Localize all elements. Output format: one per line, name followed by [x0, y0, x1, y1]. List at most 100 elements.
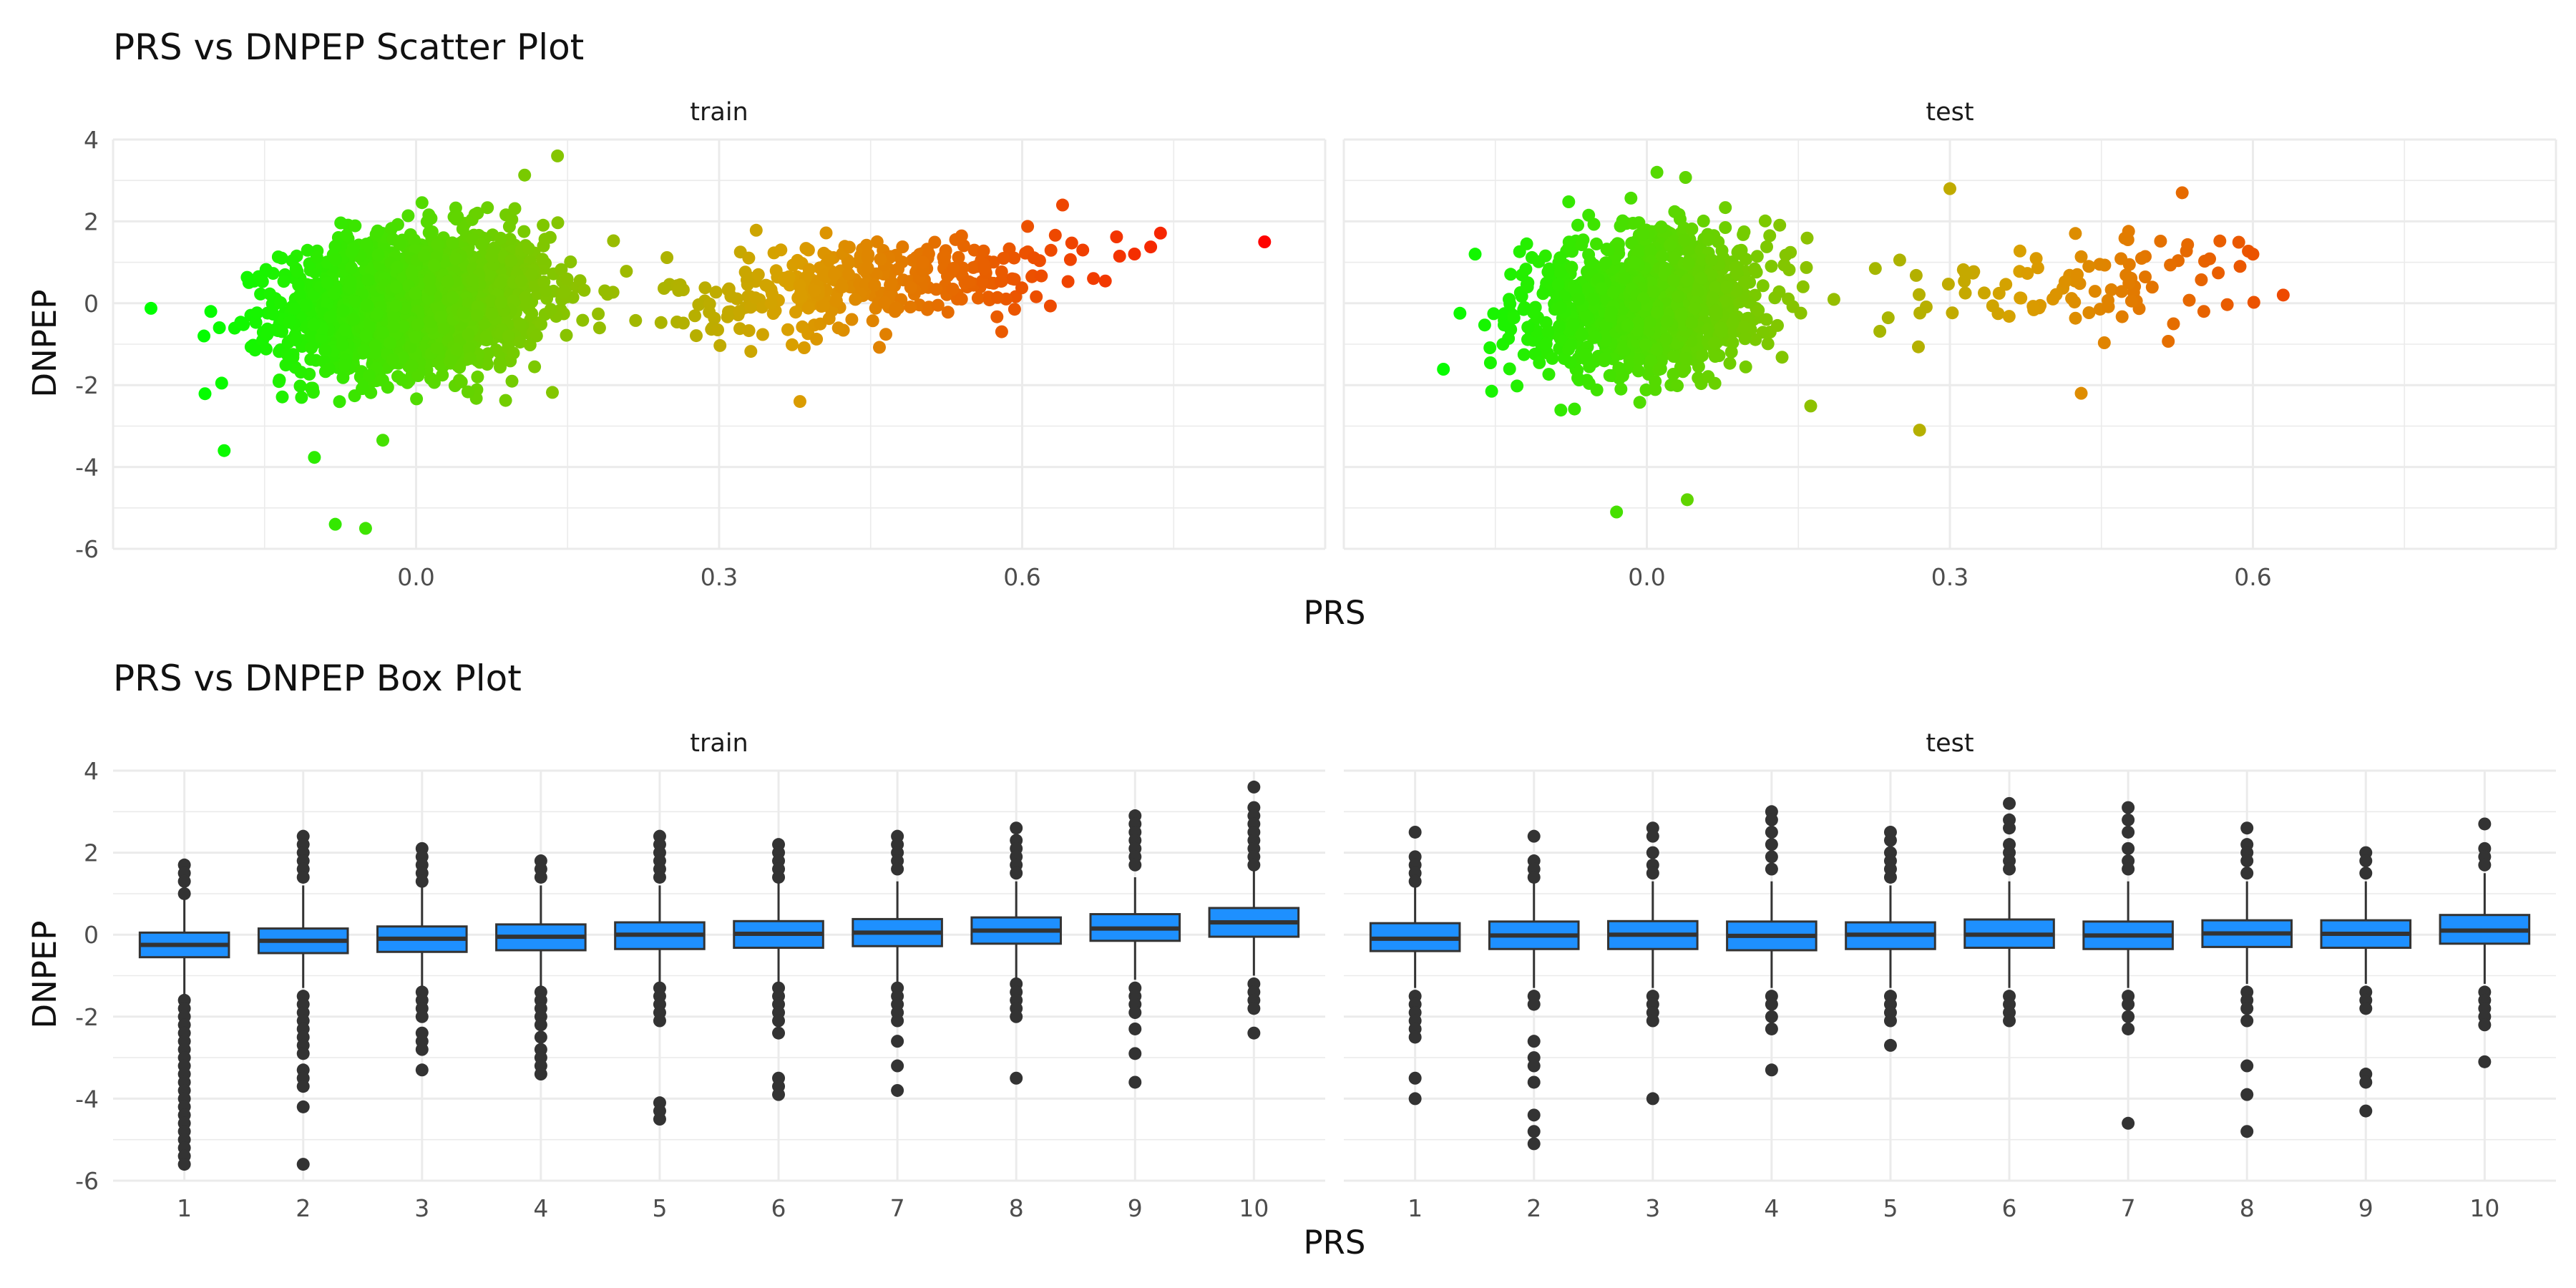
scatter-point [677, 316, 690, 330]
scatter-point [410, 392, 424, 406]
scatter-point [841, 257, 855, 270]
scatter-point [305, 341, 318, 354]
scatter-point [389, 299, 403, 313]
scatter-point [218, 444, 231, 457]
scatter-point [786, 338, 799, 351]
scatter-point [1636, 228, 1650, 241]
scatter-point [766, 287, 779, 301]
scatter-point [1827, 293, 1840, 306]
scatter-point [539, 284, 552, 297]
box-category-10 [1208, 780, 1300, 1040]
box-x-tick-label: 8 [1009, 1194, 1024, 1222]
scatter-point [1483, 341, 1497, 354]
scatter-point [1644, 244, 1657, 258]
scatter-point [2122, 225, 2135, 238]
box-outlier [1527, 1035, 1541, 1048]
box-outlier [891, 862, 904, 876]
scatter-point [1110, 230, 1123, 243]
scatter-point [629, 313, 643, 327]
scatter-point [2082, 260, 2096, 273]
scatter-point [537, 239, 550, 253]
box-outlier [1883, 1014, 1897, 1028]
scatter-point [1694, 271, 1708, 285]
scatter-point [828, 268, 841, 281]
scatter-point [660, 251, 674, 264]
scatter-point [215, 376, 228, 390]
scatter-point [1704, 253, 1718, 267]
scatter-point [1478, 318, 1491, 332]
scatter-point [1562, 195, 1576, 208]
scatter-point [457, 306, 470, 320]
scatter-y-tick-label: 2 [84, 208, 99, 235]
scatter-point [2074, 250, 2088, 263]
scatter-point [357, 344, 371, 358]
scatter-point [952, 250, 965, 264]
scatter-point [1956, 263, 1970, 276]
scatter-point [1590, 383, 1604, 396]
scatter-point [289, 333, 303, 347]
scatter-point [259, 342, 273, 356]
scatter-point [446, 291, 459, 304]
scatter-point [557, 285, 570, 298]
scatter-point [928, 235, 942, 249]
scatter-point [742, 324, 756, 338]
scatter-point [292, 278, 306, 292]
box-outlier [1883, 870, 1897, 884]
scatter-point [816, 299, 830, 313]
scatter-point [242, 275, 255, 289]
box-category-2 [1488, 829, 1580, 1151]
box-grid [1344, 769, 2556, 1182]
scatter-point [742, 251, 756, 265]
scatter-point [1715, 244, 1729, 258]
scatter-point [2068, 296, 2082, 309]
box-outlier [1765, 825, 1778, 839]
scatter-point [321, 276, 334, 290]
scatter-point [1739, 360, 1752, 374]
scatter-point [358, 522, 372, 535]
scatter-point [1553, 251, 1567, 265]
scatter-point [1603, 369, 1616, 382]
scatter-point [956, 261, 970, 275]
scatter-point [266, 308, 280, 321]
scatter-point [764, 296, 778, 310]
box-outlier [1247, 780, 1261, 794]
box-outlier [296, 870, 310, 884]
box-outlier [2240, 867, 2254, 880]
scatter-point [2088, 285, 2102, 298]
scatter-point [1572, 293, 1586, 306]
scatter-point [370, 307, 384, 321]
box-outlier [1247, 1026, 1261, 1040]
scatter-point [1737, 321, 1750, 333]
scatter-point [255, 275, 269, 288]
scatter-point [1999, 278, 2013, 291]
scatter-point [1946, 306, 1959, 320]
scatter-point [401, 209, 415, 223]
scatter-point [1571, 371, 1584, 385]
scatter-point [1589, 331, 1602, 344]
scatter-point [560, 272, 574, 286]
box-outlier [1128, 1006, 1142, 1020]
scatter-point [1027, 251, 1040, 265]
scatter-point [1677, 233, 1691, 247]
box-xlabel: PRS [1304, 1224, 1366, 1262]
box-outlier [1527, 1108, 1541, 1122]
scatter-point [1909, 268, 1923, 282]
scatter-point [348, 295, 362, 308]
scatter-point [2233, 260, 2247, 273]
scatter-point [1633, 396, 1646, 409]
scatter-point [1688, 302, 1702, 316]
scatter-point [1659, 333, 1673, 346]
scatter-point [971, 291, 985, 305]
scatter-point [2104, 283, 2118, 296]
scatter-point [2071, 268, 2084, 281]
scatter-point [234, 316, 248, 329]
scatter-point [873, 341, 886, 354]
scatter-point [2203, 252, 2216, 265]
scatter-y-tick-label: -6 [75, 535, 99, 563]
box-outlier [2359, 854, 2373, 868]
scatter-point [1521, 280, 1534, 293]
scatter-point [2164, 258, 2177, 272]
scatter-point [592, 321, 606, 335]
box-outlier [2003, 821, 2016, 835]
scatter-point [508, 202, 522, 215]
